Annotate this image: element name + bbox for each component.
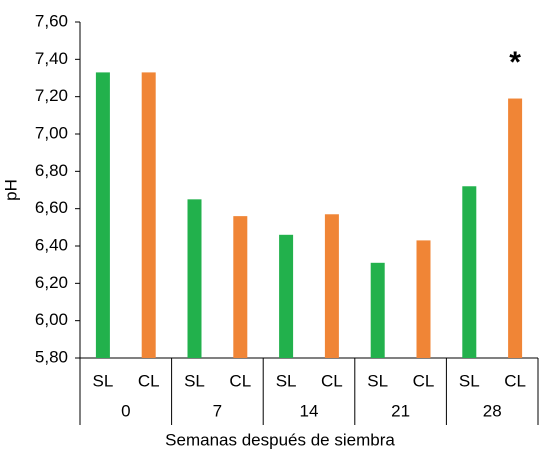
- x-series-label: SL: [184, 371, 205, 390]
- x-axis-label: Semanas después de siembra: [165, 430, 395, 449]
- bar: [462, 186, 477, 358]
- bar: [370, 262, 385, 358]
- bar: [508, 98, 523, 359]
- x-series-label: CL: [504, 371, 526, 390]
- y-tick-label: 7,00: [35, 123, 68, 142]
- x-group-label: 7: [213, 401, 222, 420]
- y-tick-label: 7,20: [35, 86, 68, 105]
- bar: [95, 72, 110, 359]
- x-series-label: SL: [93, 371, 114, 390]
- x-group-label: 28: [483, 401, 502, 420]
- bar: [324, 214, 339, 358]
- x-group-label: 21: [391, 401, 410, 420]
- bar: [187, 199, 202, 358]
- x-series-label: CL: [321, 371, 343, 390]
- y-tick-label: 6,00: [35, 310, 68, 329]
- x-series-label: SL: [459, 371, 480, 390]
- y-tick-label: 6,20: [35, 273, 68, 292]
- y-tick-label: 5,80: [35, 347, 68, 366]
- bar: [416, 240, 431, 358]
- y-tick-label: 7,60: [35, 11, 68, 30]
- bar: [141, 72, 156, 359]
- y-tick-label: 6,80: [35, 161, 68, 180]
- y-tick-label: 7,40: [35, 49, 68, 68]
- x-group-label: 14: [300, 401, 319, 420]
- x-series-label: SL: [276, 371, 297, 390]
- y-tick-label: 6,60: [35, 198, 68, 217]
- y-tick-label: 6,40: [35, 235, 68, 254]
- x-series-label: SL: [367, 371, 388, 390]
- bar: [279, 234, 294, 358]
- x-series-label: CL: [138, 371, 160, 390]
- x-group-label: 0: [121, 401, 130, 420]
- annotation: *: [509, 46, 521, 79]
- x-series-label: CL: [229, 371, 251, 390]
- x-series-label: CL: [413, 371, 435, 390]
- bar: [233, 216, 248, 358]
- y-axis-label: pH: [1, 179, 20, 201]
